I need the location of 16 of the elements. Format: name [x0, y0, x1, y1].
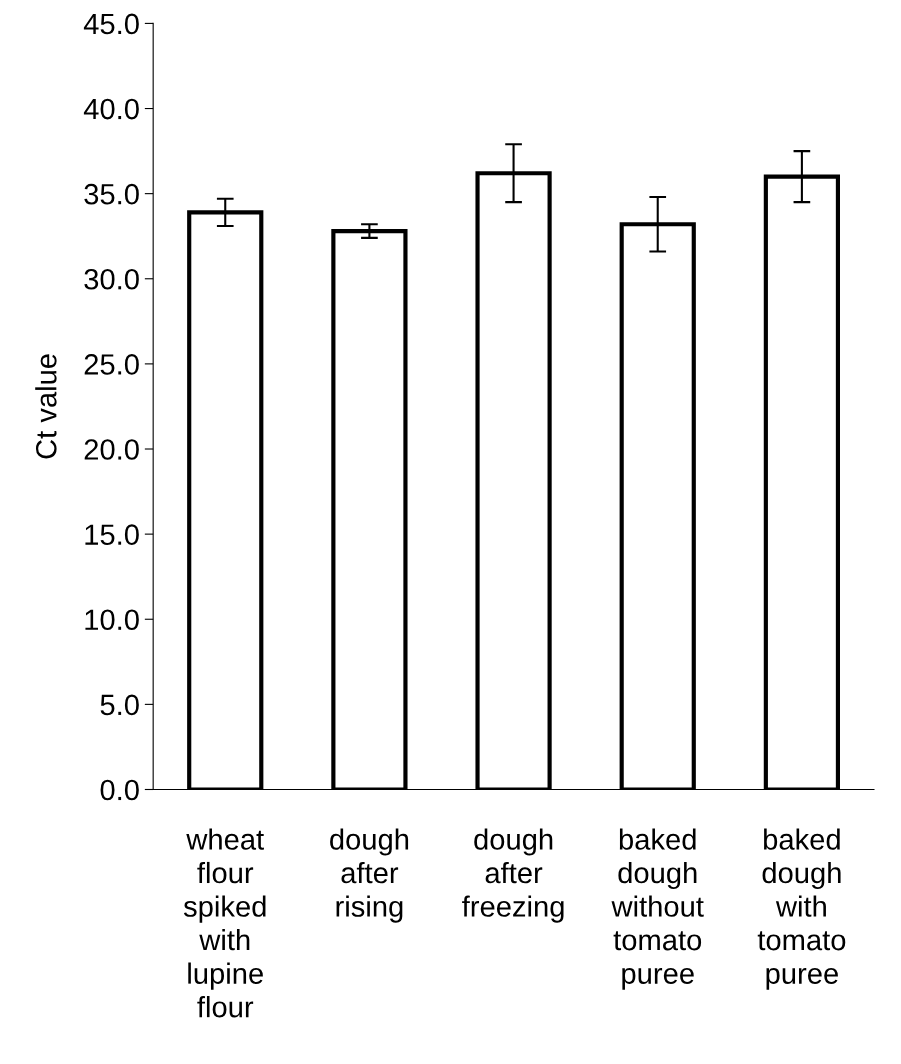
y-tick-label: 15.0 [85, 524, 139, 545]
x-tick-label: dough after rising [330, 828, 409, 923]
y-tick-label: 25.0 [84, 354, 139, 375]
y-axis-title: Ct value [35, 354, 57, 459]
y-tick-label: 10.0 [85, 609, 139, 631]
y-tick-label: 40.0 [83, 98, 139, 120]
y-tick-label: 30.0 [84, 268, 139, 290]
y-tick-label: 20.0 [84, 439, 139, 460]
x-tick-label: dough after freezing [462, 828, 564, 923]
x-tick-label: wheat flour spiked with lupine flour [183, 828, 266, 1018]
y-tick-label: 5.0 [100, 694, 139, 716]
y-tick-label: 0.0 [100, 779, 139, 801]
y-tick-label: 45.0 [83, 13, 139, 35]
y-tick-label: 35.0 [84, 183, 139, 205]
x-tick-label: baked dough with tomato puree [757, 828, 846, 990]
x-tick-label: baked dough without tomato puree [611, 828, 704, 990]
